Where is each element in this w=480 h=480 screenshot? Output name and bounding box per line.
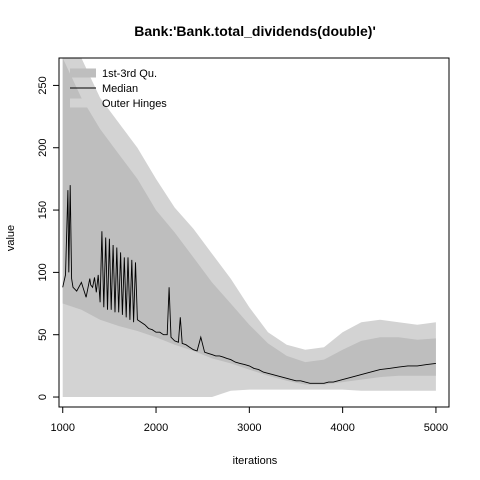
y-tick-label: 100 <box>37 263 49 281</box>
y-tick-label: 250 <box>37 76 49 94</box>
x-tick-label: 3000 <box>237 422 261 434</box>
x-tick-label: 4000 <box>330 422 354 434</box>
plot-layer <box>62 58 436 397</box>
legend: 1st-3rd Qu. Median Outer Hinges <box>70 68 167 110</box>
x-tick-label: 2000 <box>144 422 168 434</box>
x-tick-label: 1000 <box>50 422 74 434</box>
y-tick-label: 50 <box>37 329 49 341</box>
legend-label-outer-hinges: Outer Hinges <box>102 98 167 110</box>
legend-label-median: Median <box>102 83 138 95</box>
y-axis-label: value <box>5 225 17 251</box>
x-axis-label: iterations <box>233 455 278 467</box>
legend-label-quartiles: 1st-3rd Qu. <box>102 68 157 80</box>
y-tick-label: 0 <box>37 394 49 400</box>
median-line <box>62 185 436 384</box>
y-tick-label: 200 <box>37 139 49 157</box>
quartile-band <box>62 58 436 385</box>
x-tick-label: 5000 <box>424 422 448 434</box>
chart-title: Bank:'Bank.total_dividends(double)' <box>134 23 376 39</box>
axis-layer: 1000 2000 3000 4000 5000 0 50 100 150 200 250 <box>37 57 450 434</box>
y-tick-label: 150 <box>37 201 49 219</box>
